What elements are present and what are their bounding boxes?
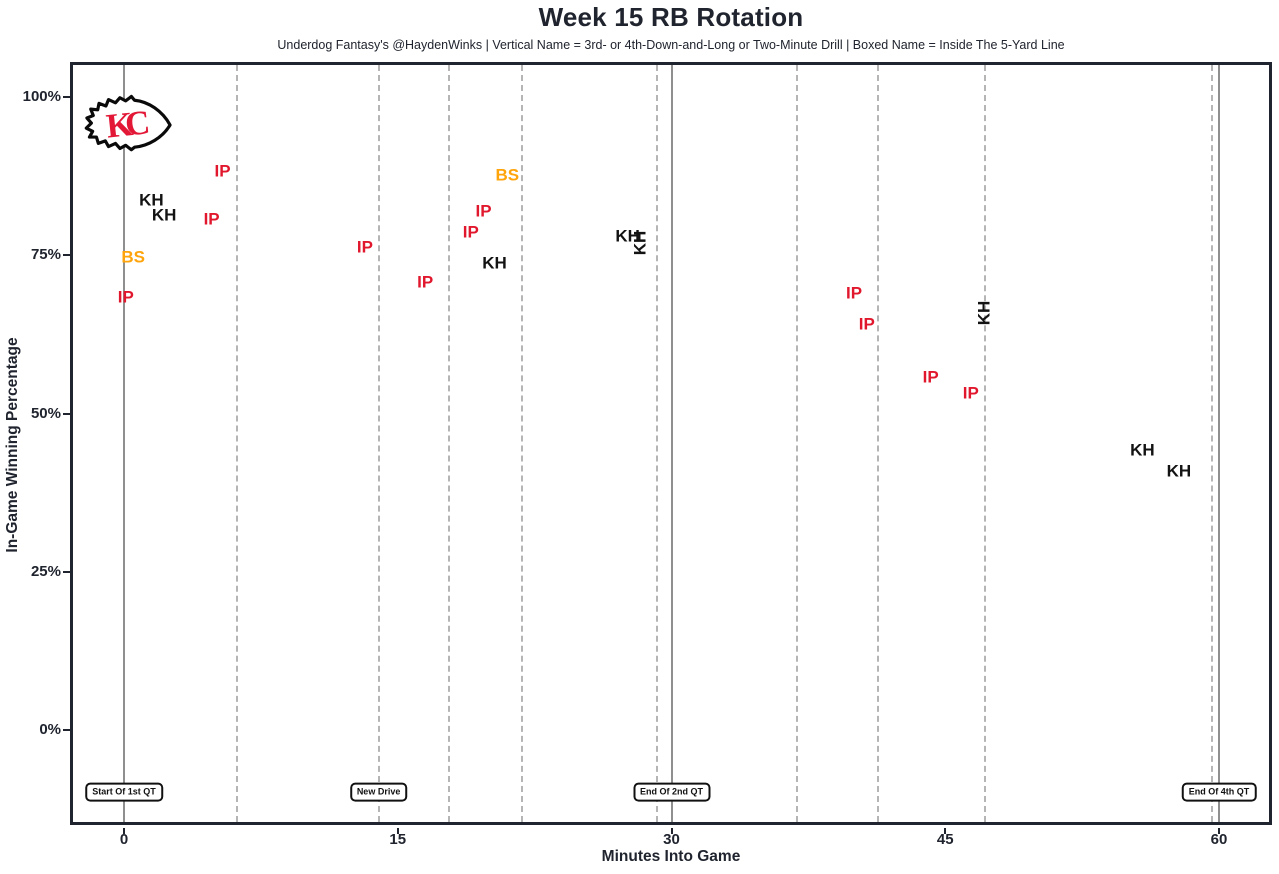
y-tick-label: 25% bbox=[30, 562, 61, 580]
x-tick-mark bbox=[396, 828, 399, 834]
x-tick-label: 60 bbox=[1210, 831, 1228, 848]
data-point-KH: KH bbox=[974, 300, 994, 326]
x-tick-mark bbox=[123, 828, 125, 834]
data-point-IP: IP bbox=[962, 383, 979, 403]
data-point-KH: KH bbox=[151, 205, 177, 225]
y-tick-mark bbox=[63, 729, 70, 731]
drive-line bbox=[447, 65, 450, 822]
y-tick-label: 75% bbox=[30, 246, 61, 264]
data-point-IP: IP bbox=[356, 237, 373, 257]
data-point-KH: KH bbox=[1166, 461, 1192, 481]
data-point-KH: KH bbox=[615, 226, 640, 246]
drive-line bbox=[1210, 65, 1213, 822]
data-point-IP: IP bbox=[203, 209, 220, 229]
team-logo kc-arrowhead-icon: KC bbox=[84, 94, 172, 152]
x-tick-label: 15 bbox=[389, 831, 407, 848]
x-tick-mark bbox=[670, 828, 673, 834]
y-tick-label: 100% bbox=[22, 88, 61, 105]
drive-line bbox=[876, 65, 879, 822]
data-point-KH: KH bbox=[1130, 440, 1155, 460]
data-point-IP: IP bbox=[117, 287, 134, 307]
drive-line bbox=[520, 65, 523, 822]
y-tick-label: 0% bbox=[39, 721, 61, 738]
event-label-box: End Of 4th QT bbox=[1181, 782, 1257, 802]
data-point-IP: IP bbox=[214, 161, 231, 181]
data-point-IP: IP bbox=[462, 222, 479, 242]
data-point-KH: KH bbox=[139, 190, 164, 210]
data-point-IP: IP bbox=[475, 201, 492, 221]
data-point-KH: KH bbox=[630, 230, 650, 256]
data-point-IP: IP bbox=[858, 314, 875, 334]
arrowhead-outline bbox=[84, 94, 172, 152]
data-point-KH: KH bbox=[482, 253, 507, 273]
event-label-box: End Of 2nd QT bbox=[633, 782, 710, 802]
data-point-IP: IP bbox=[922, 367, 939, 387]
chart-subtitle: Underdog Fantasy's @HaydenWinks | Vertic… bbox=[277, 38, 1065, 52]
y-tick-mark bbox=[63, 412, 70, 415]
drive-line bbox=[984, 65, 987, 822]
event-label-box: Start Of 1st QT bbox=[85, 782, 163, 802]
y-tick-label: 50% bbox=[30, 404, 61, 422]
y-axis-title: In-Game Winning Percentage bbox=[4, 337, 21, 553]
x-tick-mark bbox=[944, 828, 947, 834]
chart-title: Week 15 RB Rotation bbox=[538, 2, 804, 32]
x-tick-label: 30 bbox=[663, 831, 680, 848]
drive-line bbox=[377, 65, 380, 822]
data-point-BS: BS bbox=[495, 165, 520, 185]
x-tick-label: 0 bbox=[119, 831, 129, 848]
y-tick-mark bbox=[63, 96, 70, 98]
quarter-line bbox=[1218, 65, 1220, 822]
drive-line bbox=[796, 65, 799, 822]
plot-area: IP KH KH IP BS IP IP IP IP IP KH BS KH KH IP IP KH IP IP KH… bbox=[70, 62, 1272, 825]
quarter-line bbox=[670, 65, 673, 822]
data-point-BS: BS bbox=[121, 247, 145, 267]
drive-line bbox=[655, 65, 658, 822]
data-point-IP: IP bbox=[417, 272, 434, 292]
y-tick-mark bbox=[63, 254, 70, 257]
data-point-IP: IP bbox=[845, 283, 863, 303]
event-label-box: New Drive bbox=[349, 782, 408, 802]
quarter-line bbox=[123, 65, 125, 822]
x-axis-title: Minutes Into Game bbox=[601, 848, 741, 865]
x-tick-mark bbox=[1218, 828, 1220, 834]
x-tick-label: 45 bbox=[936, 831, 954, 848]
y-tick-mark bbox=[63, 570, 70, 573]
drive-line bbox=[236, 65, 239, 822]
